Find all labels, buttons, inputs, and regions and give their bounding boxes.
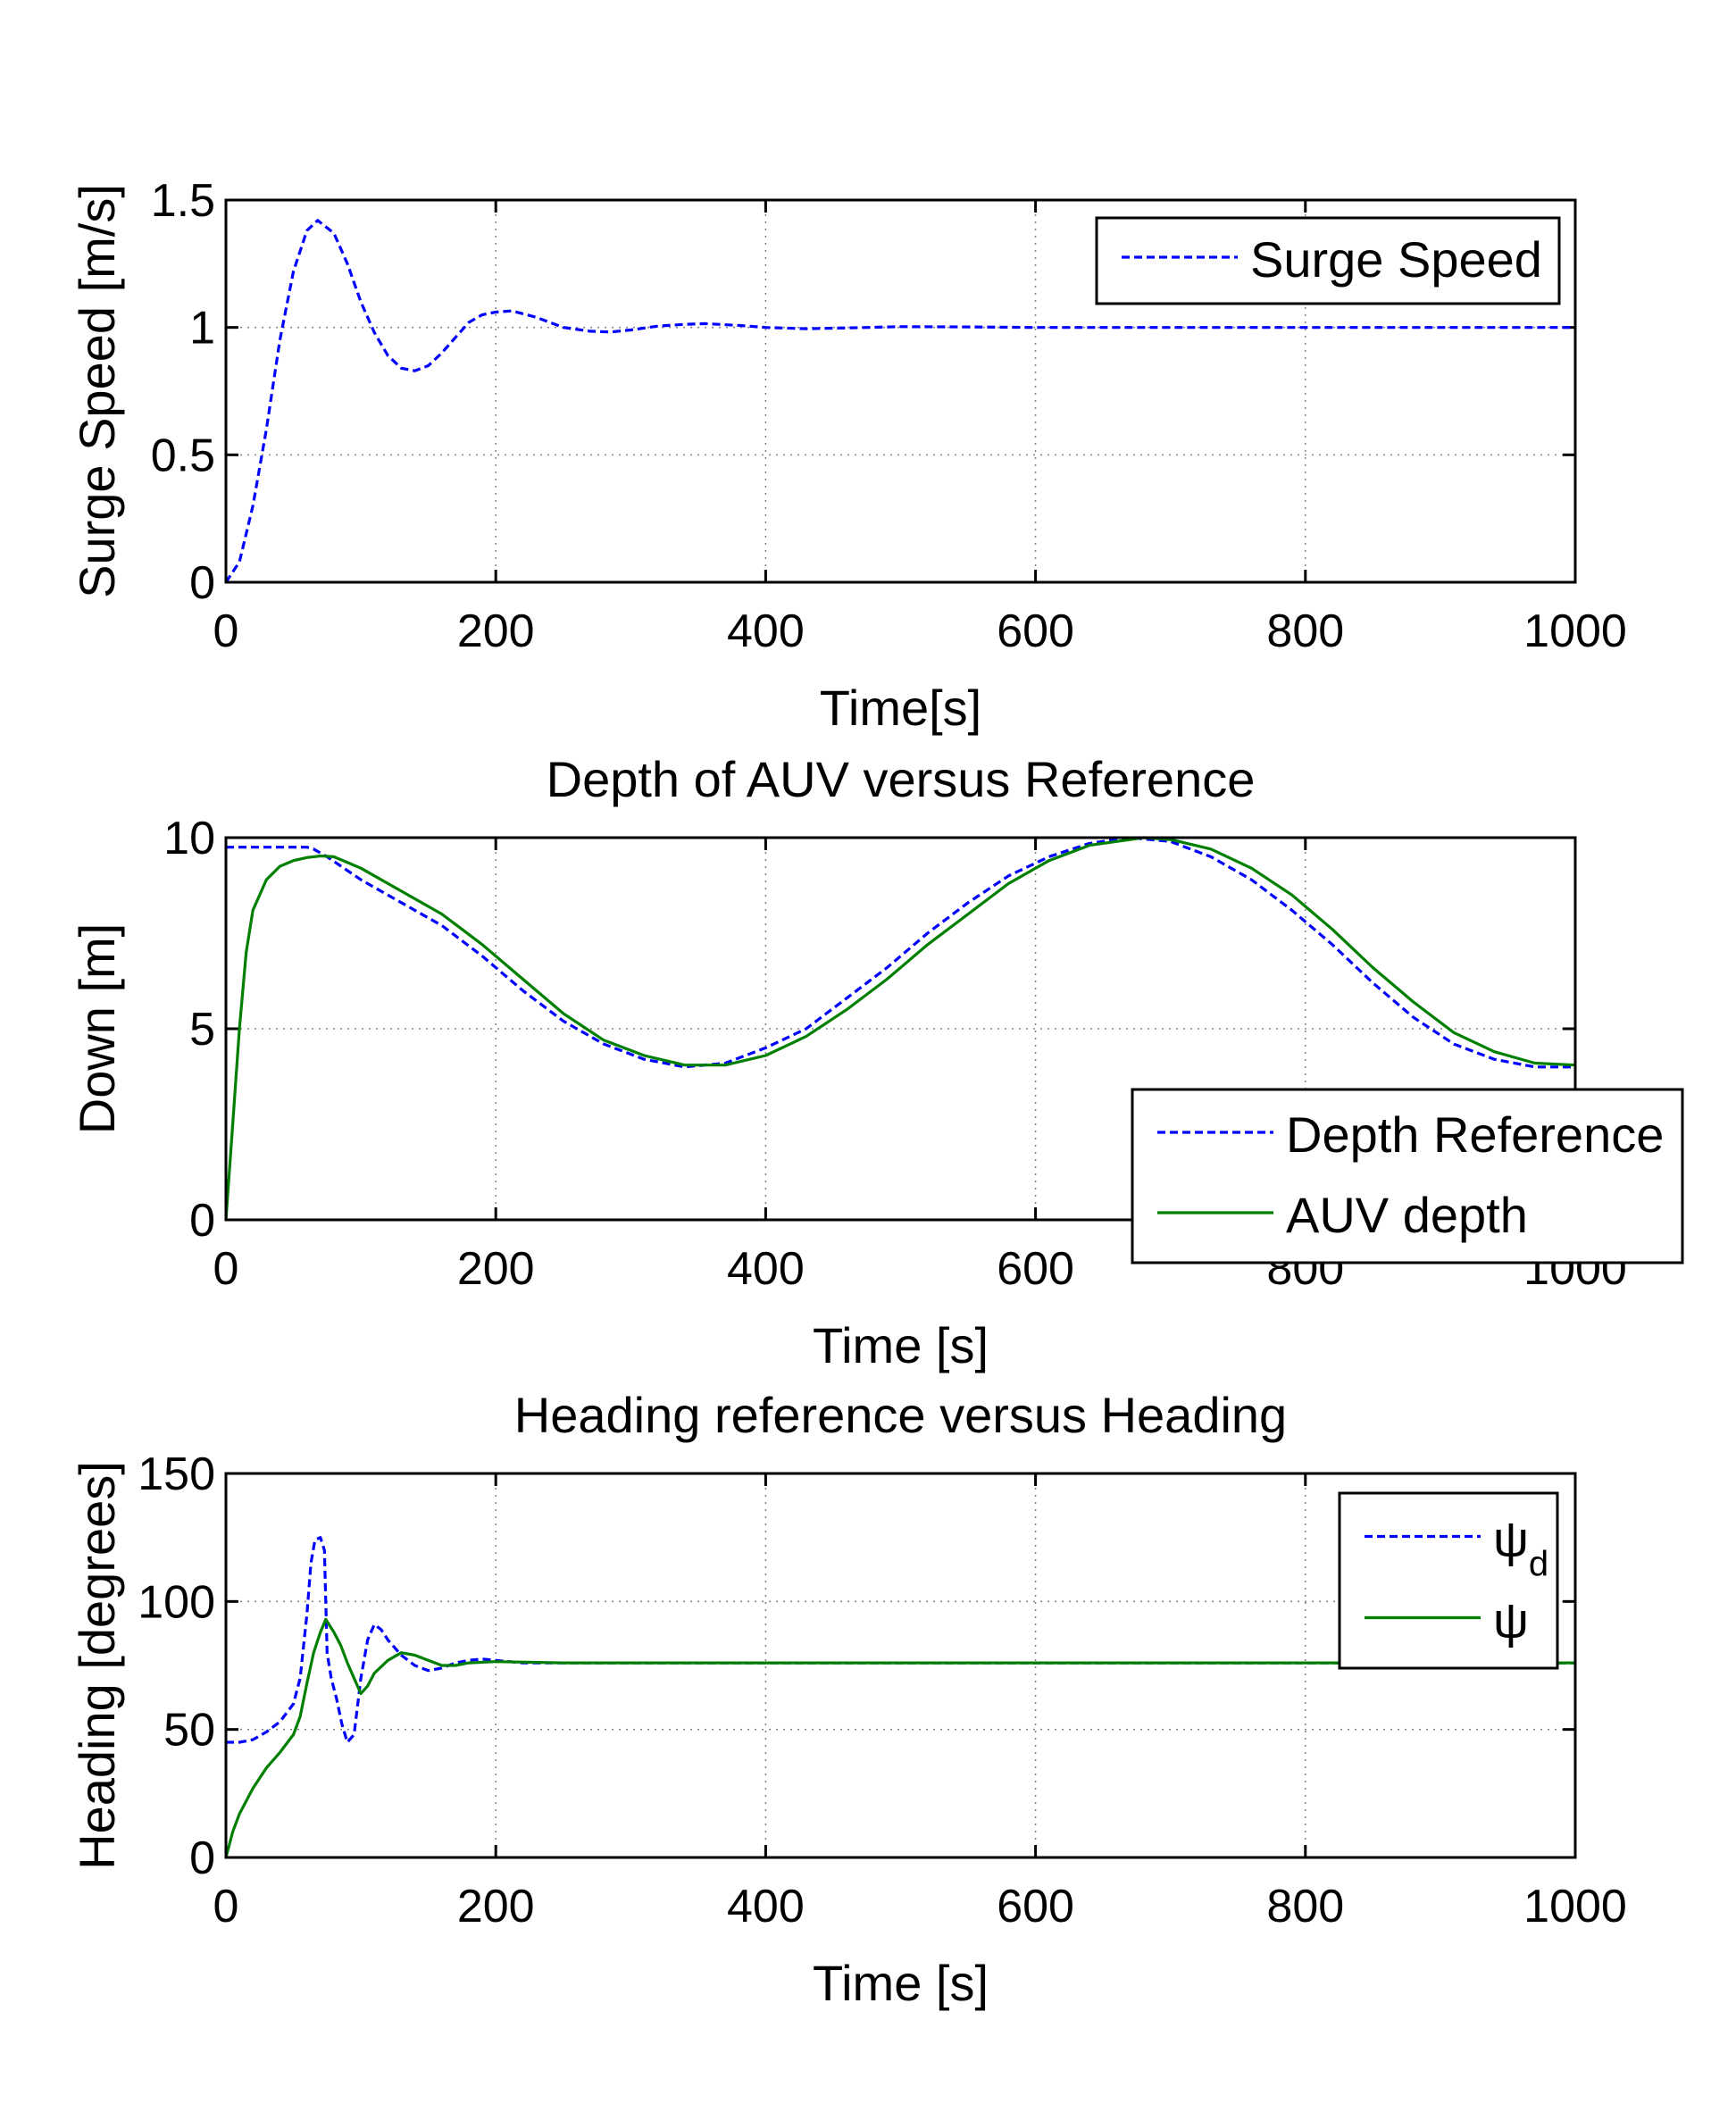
y-tick-label: 0: [189, 1832, 215, 1884]
y-axis-label: Heading [degrees]: [69, 1461, 125, 1870]
x-tick-label: 200: [457, 605, 535, 657]
series-line-1: [226, 836, 1575, 1069]
series-line-2: [224, 1617, 1575, 1858]
x-tick-label: 1000: [1523, 605, 1627, 657]
legend-box: [1338, 1491, 1559, 1670]
plot-frame: [224, 1472, 1577, 1859]
y-tick-label: 50: [163, 1705, 215, 1757]
chart-title: Depth of AUV versus Reference: [547, 751, 1256, 807]
plot-frame: [224, 198, 1577, 584]
legend-label-1: Surge Speed: [1250, 231, 1542, 288]
x-tick-label: 400: [727, 605, 805, 657]
y-tick-label: 0: [189, 557, 215, 609]
legend-box: [1095, 216, 1561, 305]
x-axis-label: Time[s]: [820, 680, 981, 736]
legend-label-2: AUV depth: [1286, 1187, 1528, 1243]
x-tick-label: 600: [997, 605, 1074, 657]
x-tick-label: 1000: [1523, 1881, 1627, 1932]
series-line-2: [224, 836, 1576, 1221]
x-axis-label: Time [s]: [813, 1317, 989, 1373]
chart-1: 0 200 400 600 800 1000 0 0.5 1 1.5 Time[s] Surge Sp…: [69, 175, 1627, 736]
y-tick-label: 10: [163, 813, 215, 864]
chart-title: Heading reference versus Heading: [514, 1387, 1287, 1443]
legend-label-2: ψ: [1493, 1592, 1529, 1648]
y-tick-label: 0.5: [151, 430, 215, 481]
y-tick-label: 100: [138, 1576, 215, 1628]
y-tick-label: 1.5: [151, 175, 215, 227]
chart-3: 0 200 400 600 800 1000 0 50 100 150 Time [s] Headin…: [69, 1387, 1627, 2011]
plot-frame: [224, 836, 1577, 1222]
y-tick-label: 1: [189, 303, 215, 355]
x-tick-label: 0: [213, 605, 239, 657]
y-axis-label: Down [m]: [69, 923, 125, 1135]
legend-box: [1131, 1088, 1684, 1264]
series-line-1: [224, 219, 1575, 583]
series-line-1: [226, 1536, 1575, 1744]
x-tick-label: 400: [727, 1243, 805, 1295]
x-tick-label: 200: [457, 1243, 535, 1295]
legend-label-1: Depth Reference: [1286, 1106, 1664, 1163]
legend: ψdψ: [1338, 1491, 1559, 1670]
legend: Surge Speed: [1095, 216, 1561, 305]
legend: Depth Reference AUV depth: [1131, 1088, 1684, 1264]
x-tick-label: 200: [457, 1881, 535, 1932]
y-axis-label: Surge Speed [m/s]: [69, 184, 125, 598]
x-tick-label: 400: [727, 1881, 805, 1932]
x-tick-label: 800: [1266, 1881, 1344, 1932]
x-tick-label: 600: [997, 1243, 1074, 1295]
x-tick-label: 0: [213, 1881, 239, 1932]
x-tick-label: 800: [1266, 605, 1344, 657]
x-axis-label: Time [s]: [813, 1955, 989, 2011]
x-tick-label: 0: [213, 1243, 239, 1295]
y-tick-label: 5: [189, 1004, 215, 1056]
y-tick-label: 0: [189, 1195, 215, 1247]
y-tick-label: 150: [138, 1448, 215, 1500]
legend-subscript: d: [1529, 1545, 1548, 1584]
x-tick-label: 600: [997, 1881, 1074, 1932]
